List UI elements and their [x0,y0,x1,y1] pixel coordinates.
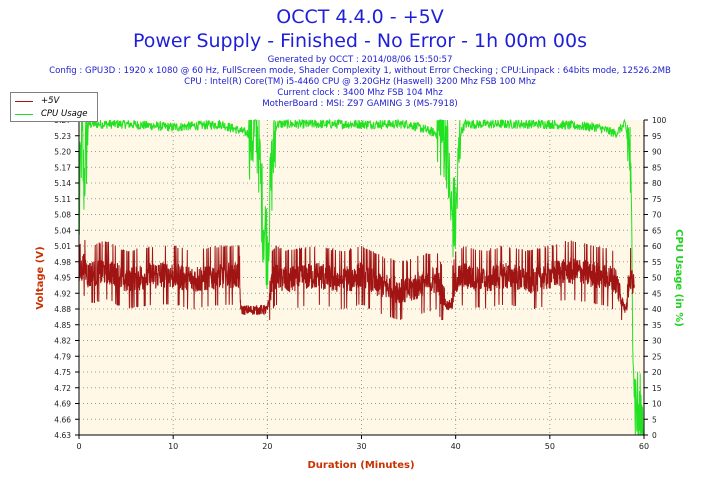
chart-subtitle: Power Supply - Finished - No Error - 1h … [132,30,588,52]
y2-tick-label: 75 [652,195,662,204]
voltage-series [78,239,636,321]
legend-label-voltage: +5V [41,96,60,106]
grid-lines [79,120,644,435]
info-clock: Current clock : 3400 Mhz FSB 104 Mhz [277,88,443,98]
x-tick-label: 60 [639,442,649,451]
y2-tick-label: 80 [652,179,662,188]
y2-tick-label: 30 [652,337,662,346]
y2-tick-label: 10 [652,400,662,409]
y-tick-label: 4.79 [54,352,71,361]
legend: +5V CPU Usage [10,92,98,122]
y2-tick-label: 15 [652,384,662,393]
y2-axis-label: CPU Usage (in %) [673,229,684,327]
y-tick-label: 4.88 [54,305,71,314]
y-tick-label: 5.20 [54,148,71,157]
y2-tick-label: 35 [652,321,662,330]
y-tick-label: 4.85 [54,321,71,330]
y2-tick-label: 100 [652,116,667,125]
y2-tick-label: 0 [652,431,657,440]
x-tick-label: 0 [76,442,81,451]
y2-tick-label: 65 [652,226,662,235]
y-tick-label: 4.69 [54,400,71,409]
y-tick-label: 4.92 [54,289,71,298]
tick-labels: 0 10 20 30 40 50 604.634.664.694.724.754.794.8… [54,116,666,451]
y-tick-label: 4.72 [54,384,71,393]
y-tick-label: 5.14 [54,179,71,188]
cpu-usage-line [78,118,644,436]
chart-title: OCCT 4.4.0 - +5V [276,6,444,28]
info-motherboard: MotherBoard : MSI: Z97 GAMING 3 (MS-7918… [262,99,458,109]
y-tick-label: 5.17 [54,163,71,172]
y-axis-label: Voltage (V) [35,246,46,309]
legend-label-cpu: CPU Usage [41,109,88,119]
y-tick-label: 4.95 [54,274,71,283]
y-tick-label: 4.98 [54,258,71,267]
x-tick-label: 30 [356,442,366,451]
y2-tick-label: 5 [652,415,657,424]
info-generated: Generated by OCCT : 2014/08/06 15:50:57 [267,55,453,65]
info-config: Config : GPU3D : 1920 x 1080 @ 60 Hz, Fu… [49,66,671,76]
info-cpu: CPU : Intel(R) Core(TM) i5-4460 CPU @ 3.… [184,77,536,87]
y-tick-label: 5.01 [54,242,71,251]
y-tick-label: 4.75 [54,368,71,377]
y-tick-label: 5.08 [54,211,71,220]
y2-tick-label: 70 [652,211,662,220]
cpu-usage-series [78,118,644,436]
y2-tick-label: 20 [652,368,662,377]
x-tick-label: 10 [168,442,178,451]
y-tick-label: 4.82 [54,337,71,346]
y-tick-label: 5.23 [54,132,71,141]
y-tick-label: 4.63 [54,431,71,440]
x-tick-label: 50 [545,442,555,451]
x-tick-label: 40 [451,442,461,451]
y2-tick-label: 90 [652,148,662,157]
y2-tick-label: 25 [652,352,662,361]
legend-item-cpu: CPU Usage [15,108,87,120]
y-tick-label: 5.04 [54,226,71,235]
y2-tick-label: 85 [652,163,662,172]
voltage-line [78,239,636,321]
y2-tick-label: 40 [652,305,662,314]
y2-tick-label: 95 [652,132,662,141]
x-axis-label: Duration (Minutes) [307,460,414,471]
legend-item-voltage: +5V [15,95,59,107]
y2-tick-label: 60 [652,242,662,251]
y-tick-label: 4.66 [54,415,71,424]
y-tick-label: 5.11 [54,195,71,204]
x-tick-label: 20 [262,442,272,451]
legend-swatch-cpu [15,113,33,115]
y2-tick-label: 55 [652,258,662,267]
y2-tick-label: 45 [652,289,662,298]
legend-swatch-voltage [15,100,33,102]
y2-tick-label: 50 [652,274,662,283]
